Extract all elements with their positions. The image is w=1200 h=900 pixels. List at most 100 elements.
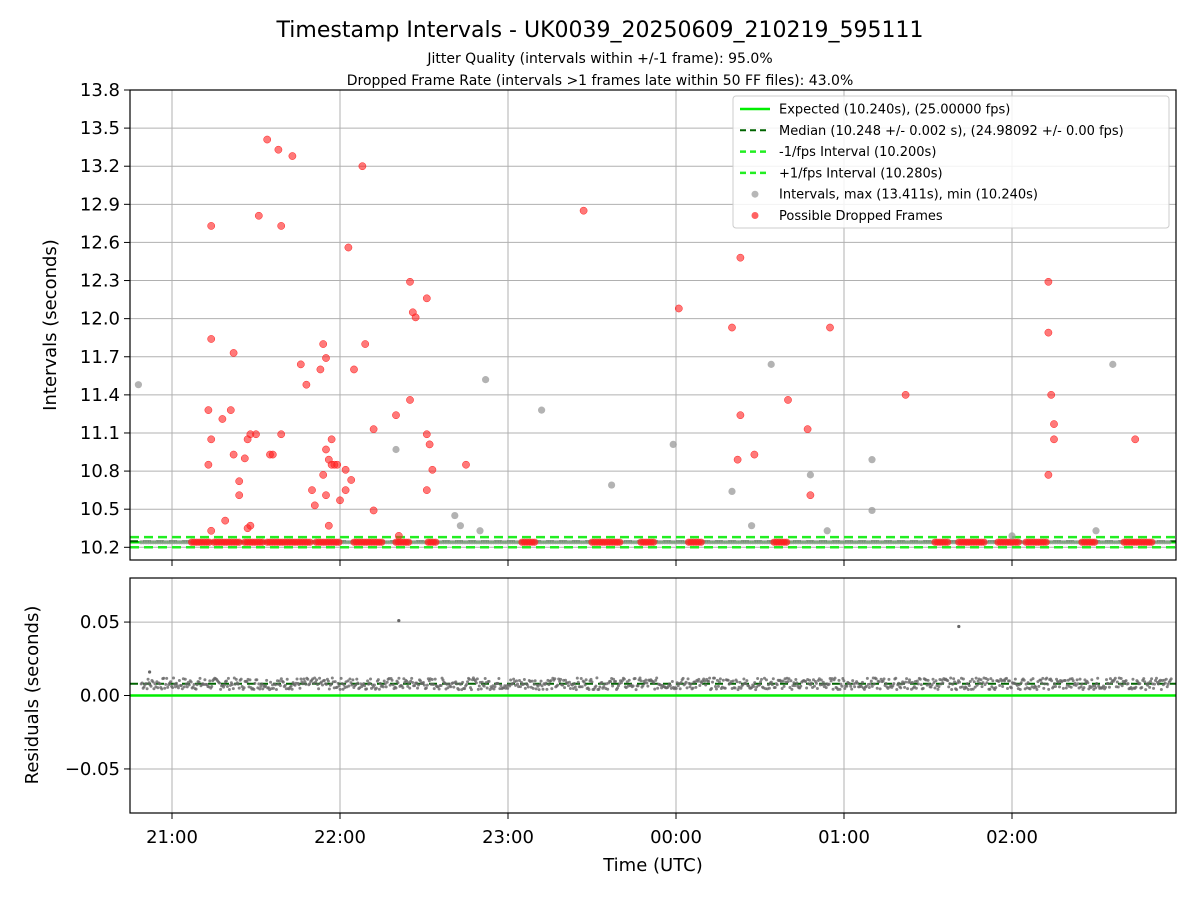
residual-point [1042,686,1046,690]
dropped-frame-point [322,445,330,454]
residual-point [401,686,405,690]
residual-point [655,676,659,680]
residual-point [149,684,153,688]
dropped-frame-point [728,323,736,332]
residual-point [875,686,879,690]
legend-entry-label: Intervals, max (13.411s), min (10.240s) [779,188,1038,203]
bottom-ytick-label: 0.00 [80,686,120,707]
dropped-frame-point [422,486,431,494]
residual-point [1064,686,1068,690]
residual-point [919,683,923,687]
dropped-frame-point [674,304,683,313]
residual-point [1093,684,1097,688]
residual-point [849,684,853,688]
residual-point [1031,677,1035,681]
residual-point [997,679,1001,683]
residual-point [799,684,803,688]
residual-point [805,686,809,690]
residual-point [753,681,757,685]
residual-point [771,677,775,681]
residual-point [318,676,322,680]
residual-point [814,681,818,685]
residual-point [714,687,718,691]
residual-point [431,682,435,686]
residual-point [927,682,931,686]
residual-point [644,678,648,682]
residual-point [627,678,631,682]
residual-point [739,686,743,690]
residual-point [815,686,819,690]
interval-point [482,376,490,384]
xtick-label: 23:00 [482,827,534,848]
interval-point [1109,360,1117,368]
residual-point [973,685,977,689]
dropped-frame-point [432,538,440,546]
residual-point [853,685,857,689]
dropped-frame-point [235,538,243,546]
residual-point [681,676,685,680]
residual-point [1057,685,1061,689]
residual-point [366,679,370,683]
dropped-frame-point [650,538,658,546]
residual-point [1013,677,1017,681]
residual-point [689,682,693,686]
interval-point [868,506,876,515]
dropped-frame-point [333,460,342,469]
residual-point [497,677,501,681]
residual-point [422,683,426,687]
residual-point [574,688,578,692]
residual-point [869,679,873,683]
residual-point [1124,679,1128,683]
residual-point [227,688,231,692]
residual-point [355,677,359,681]
residual-point [540,684,544,688]
dropped-frame-point [226,406,235,414]
dropped-frame-point [1042,538,1050,546]
residual-point [988,687,992,691]
residual-point [912,685,916,689]
residual-point [964,686,968,690]
residual-point [766,683,770,687]
residual-point [210,684,214,688]
residual-point [508,684,512,688]
residual-point [587,687,591,691]
residual-point [1050,679,1054,683]
residual-point [812,684,816,688]
residual-point [517,678,521,682]
residual-point [289,684,293,688]
residual-point [688,685,692,689]
top-ytick-label: 12.3 [80,271,120,292]
residual-point [506,686,510,690]
residual-point [764,678,768,682]
residual-point [704,683,708,687]
dropped-frame-point [277,222,286,230]
residual-point [949,676,953,680]
residual-point [547,683,551,687]
residual-point [169,680,173,684]
residual-point [831,687,835,691]
residual-point [413,684,417,688]
residual-point [1154,676,1158,680]
dropped-frame-point [1014,538,1022,546]
residual-point [348,677,352,681]
residual-point [609,679,613,683]
residual-point [721,678,725,682]
residual-point [326,679,330,683]
dropped-frame-point [296,360,305,369]
dropped-frame-point [229,450,238,459]
residual-point [860,680,864,684]
xtick-label: 00:00 [650,827,702,848]
residual-point [1017,683,1021,687]
top-y-ticks: 10.2 10.5 10.8 11.1 11.4 11.7 12.0 12.3 12.6 12.9… [80,80,130,558]
chart-subtitle-jitter: Jitter Quality (intervals within +/-1 fr… [426,51,772,67]
residual-point [516,682,520,686]
residual-point [459,682,463,686]
residual-point [317,687,321,691]
residual-point [561,683,565,687]
top-ytick-label: 10.5 [80,499,120,520]
interval-point [608,481,616,489]
residual-point [1095,681,1099,685]
dropped-frame-point [422,294,431,303]
dropped-frame-point [1148,538,1156,546]
dropped-frame-point [288,152,297,160]
